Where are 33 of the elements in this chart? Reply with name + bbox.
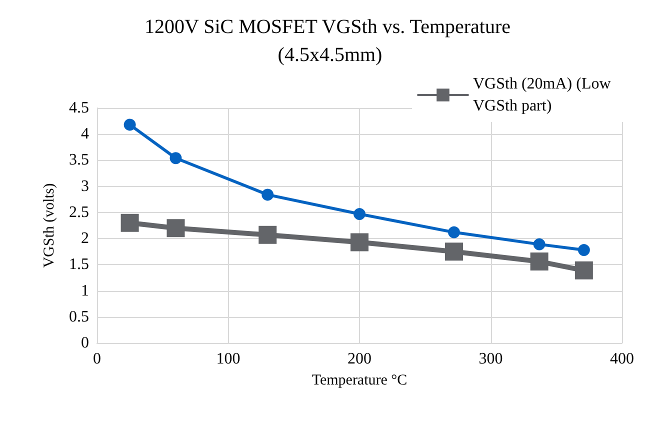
point bbox=[530, 252, 548, 271]
y-tick-label: 2 bbox=[81, 230, 89, 248]
y-tick-label: 1.5 bbox=[69, 256, 89, 274]
y-tick-label: 3.5 bbox=[69, 152, 89, 169]
point bbox=[574, 261, 593, 280]
point bbox=[350, 233, 368, 252]
y-tick-label: 2.5 bbox=[69, 204, 89, 221]
x-tick-label: 0 bbox=[93, 350, 101, 368]
legend-label: VGSth (20mA) (Low VGSth part) bbox=[473, 76, 615, 114]
point bbox=[124, 118, 136, 131]
y-tick-label: 4.5 bbox=[69, 100, 89, 116]
x-tick-label: 400 bbox=[610, 350, 634, 368]
y-tick-label: 3 bbox=[81, 178, 89, 195]
x-tick-label: 200 bbox=[348, 350, 372, 368]
point bbox=[170, 152, 182, 164]
point bbox=[120, 214, 139, 232]
point bbox=[533, 238, 546, 250]
y-tick-label: 1 bbox=[81, 282, 89, 300]
x-axis-title: Temperature °C bbox=[312, 372, 408, 388]
y-tick-label: 0.5 bbox=[69, 308, 89, 326]
x-tick-label: 100 bbox=[216, 350, 240, 368]
y-tick-label: 4 bbox=[81, 126, 89, 143]
y-tick-label: 0 bbox=[81, 334, 89, 352]
point bbox=[262, 188, 274, 201]
chart-title: 1200V SiC MOSFET VGSth vs. Temperature (4.5x4.5mm) bbox=[144, 16, 516, 66]
y-axis-title: VGSth (volts) bbox=[42, 183, 58, 268]
point bbox=[578, 244, 590, 256]
point bbox=[354, 208, 366, 220]
point bbox=[445, 242, 463, 261]
point bbox=[258, 226, 277, 244]
x-tick-label: 300 bbox=[478, 350, 503, 368]
point bbox=[166, 219, 185, 238]
point bbox=[448, 226, 460, 238]
